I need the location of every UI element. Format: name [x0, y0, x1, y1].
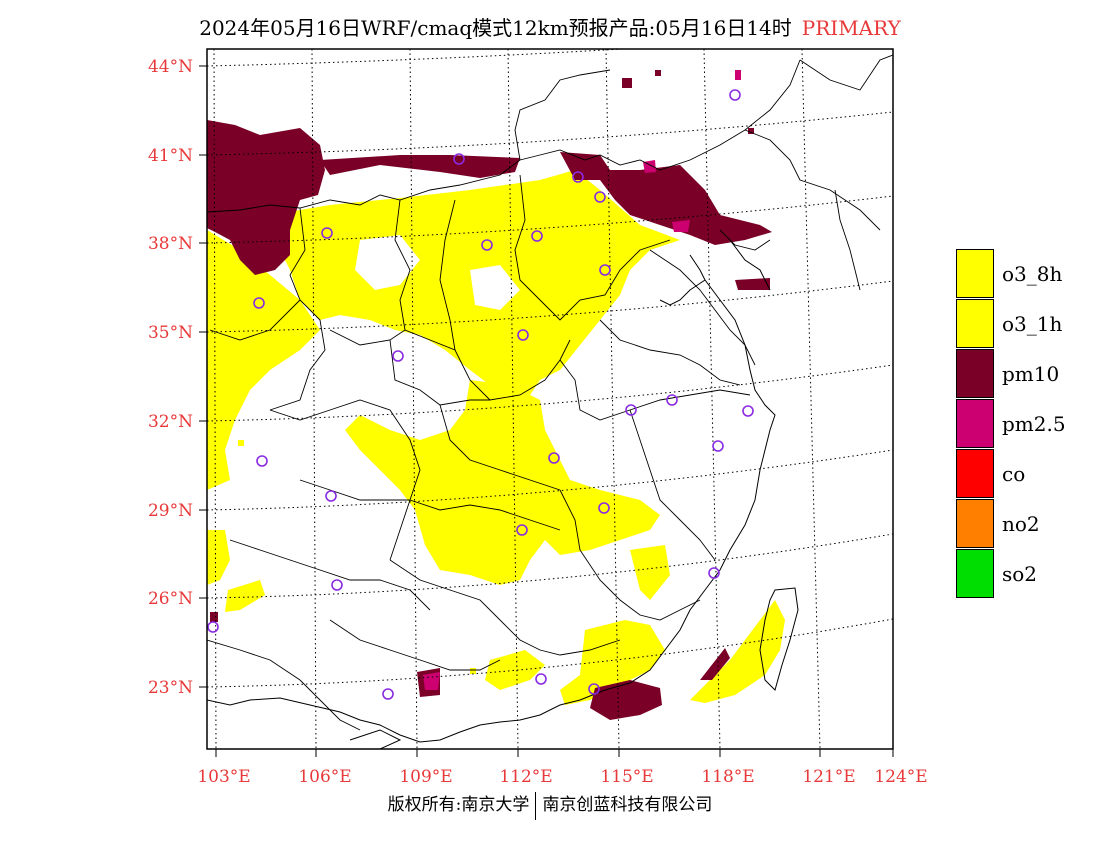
map-frame	[206, 48, 894, 750]
national-border	[207, 697, 401, 736]
o3-area-guangdong	[560, 620, 665, 705]
lat-label: 35°N	[148, 323, 193, 343]
lat-label: 32°N	[148, 412, 193, 432]
legend-swatch	[956, 249, 994, 298]
o3-area-central	[345, 380, 660, 585]
station-marker	[572, 171, 584, 183]
legend-swatch	[956, 449, 994, 498]
station-marker	[625, 404, 637, 416]
coastline	[349, 239, 799, 749]
legend-item-pm25: pm2.5	[956, 399, 1096, 449]
title-main: 2024年05月16日WRF/cmaq模式12km预报产品:05月16日14时	[199, 16, 792, 40]
station-marker	[599, 264, 611, 276]
graticule	[207, 49, 893, 749]
lon-label: 103°E	[197, 767, 250, 787]
station-marker	[535, 673, 547, 685]
lat-label: 29°N	[148, 501, 193, 521]
station-marker	[392, 350, 404, 362]
pm25-area	[423, 672, 440, 690]
copyright-right: 南京创蓝科技有限公司	[542, 795, 713, 815]
legend-item-no2: no2	[956, 499, 1096, 549]
station-markers	[207, 89, 754, 700]
lon-label: 121°E	[802, 767, 855, 787]
station-marker	[742, 405, 754, 417]
o3-area-taiwan-strait	[690, 600, 785, 703]
lon-label: 118°E	[701, 767, 754, 787]
legend-item-o3-8h: o3_8h	[956, 249, 1096, 299]
station-marker	[588, 683, 600, 695]
legend-label: pm10	[1002, 362, 1060, 386]
lon-label: 112°E	[499, 767, 552, 787]
legend-swatch	[956, 349, 994, 398]
station-marker	[517, 329, 529, 341]
legend-label: o3_8h	[1002, 262, 1063, 286]
legend-swatch	[956, 299, 994, 348]
legend-label: pm2.5	[1002, 412, 1066, 436]
station-marker	[729, 89, 741, 101]
station-marker	[481, 239, 493, 251]
legend-label: so2	[1002, 562, 1038, 586]
lon-label: 109°E	[399, 767, 452, 787]
station-marker	[253, 297, 265, 309]
station-marker	[594, 191, 606, 203]
station-marker	[331, 579, 343, 591]
lat-label: 23°N	[148, 678, 193, 698]
station-marker	[321, 227, 333, 239]
footer-divider	[535, 791, 537, 820]
legend-swatch	[956, 549, 994, 598]
station-marker	[548, 452, 560, 464]
station-marker	[256, 455, 268, 467]
station-marker	[598, 502, 610, 514]
station-marker	[708, 567, 720, 579]
station-marker	[666, 394, 678, 406]
station-marker	[453, 153, 465, 165]
lat-label: 44°N	[148, 57, 193, 77]
legend-item-pm10: pm10	[956, 349, 1096, 399]
o3-area-west	[207, 230, 320, 490]
legend-item-so2: so2	[956, 549, 1096, 599]
province-boundaries	[207, 54, 893, 731]
legend-label: o3_1h	[1002, 312, 1063, 336]
station-marker	[531, 230, 543, 242]
legend-label: no2	[1002, 512, 1040, 536]
title-tag: PRIMARY	[801, 16, 901, 40]
hainan-outline	[349, 729, 402, 749]
lat-label: 38°N	[148, 234, 193, 254]
taiwan-outline	[759, 587, 799, 691]
axis-ticks	[199, 65, 894, 757]
station-marker	[712, 440, 724, 452]
station-marker	[325, 490, 337, 502]
pm10-area-northwest	[207, 120, 325, 275]
lon-label: 115°E	[600, 767, 653, 787]
legend-swatch	[956, 399, 994, 448]
legend-item-co: co	[956, 449, 1096, 499]
legend-swatch	[956, 499, 994, 548]
station-marker	[382, 688, 394, 700]
copyright-footer: 版权所有:南京大学 南京创蓝科技有限公司	[0, 790, 1100, 820]
pm10-area-bohai	[560, 152, 772, 245]
legend-label: co	[1002, 462, 1026, 486]
map-title: 2024年05月16日WRF/cmaq模式12km预报产品:05月16日14时 P…	[0, 12, 1100, 41]
pm10-area-pearl-river	[590, 680, 662, 720]
copyright-left: 版权所有:南京大学	[387, 795, 530, 815]
pollution-fields	[207, 70, 785, 720]
station-marker	[207, 621, 219, 633]
lat-label: 26°N	[148, 589, 193, 609]
lon-label: 124°E	[874, 767, 927, 787]
legend-item-o3-1h: o3_1h	[956, 299, 1096, 349]
lat-label: 41°N	[148, 146, 193, 166]
lon-label: 106°E	[298, 767, 351, 787]
station-marker	[516, 524, 528, 536]
